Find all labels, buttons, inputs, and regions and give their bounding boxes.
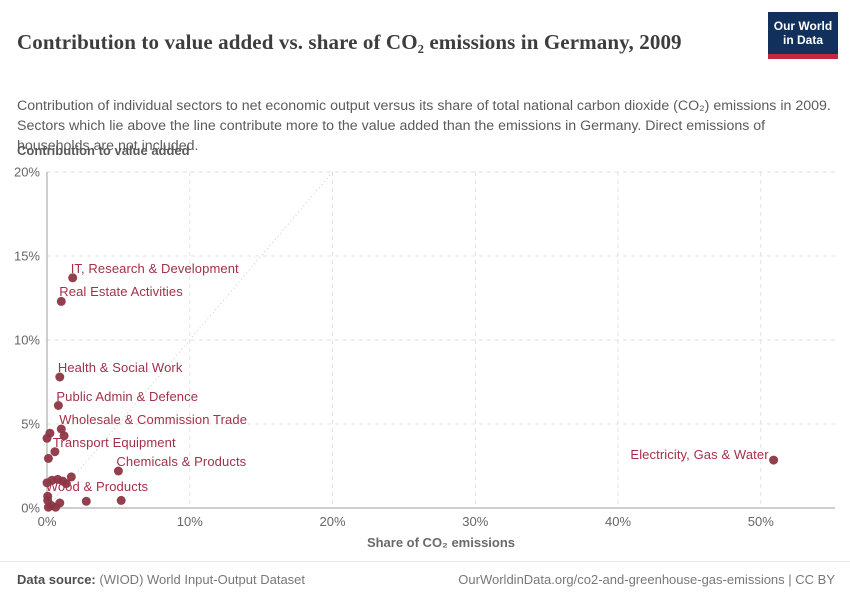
- data-point[interactable]: [43, 453, 53, 463]
- chart-subtitle: Contribution of individual sectors to ne…: [17, 98, 831, 155]
- x-tick-label: 40%: [604, 514, 632, 529]
- data-point-wholesale-commission-trade[interactable]: [56, 424, 66, 434]
- data-source-value: (WIOD) World Input-Output Dataset: [95, 572, 306, 587]
- data-point-health-social-work[interactable]: [55, 372, 65, 382]
- chart-footer: Data source: (WIOD) World Input-Output D…: [0, 561, 850, 600]
- chart-title: Contribution to value added vs. share of…: [17, 30, 682, 55]
- data-source-note: Data source: (WIOD) World Input-Output D…: [17, 572, 305, 587]
- point-label[interactable]: Transport Equipment: [52, 434, 176, 450]
- data-point[interactable]: [66, 472, 76, 482]
- data-point[interactable]: [42, 478, 52, 488]
- owid-logo-text-line2: in Data: [782, 33, 823, 47]
- x-axis-title: Share of CO₂ emissions: [366, 535, 516, 550]
- y-tick-label: 15%: [13, 248, 40, 264]
- x-tick-label: 30%: [462, 514, 489, 529]
- point-label[interactable]: Wholesale & Commission Trade: [59, 412, 248, 428]
- x-tick-label: 20%: [319, 514, 346, 529]
- data-point[interactable]: [42, 433, 52, 443]
- point-label[interactable]: Health & Social Work: [57, 359, 183, 375]
- owid-logo-text-line1: Our World: [773, 19, 833, 33]
- point-label[interactable]: Wood & Products: [45, 479, 149, 495]
- data-point[interactable]: [81, 496, 91, 506]
- point-label[interactable]: IT, Research & Development: [70, 260, 239, 276]
- x-tick-label: 50%: [747, 514, 774, 529]
- data-point[interactable]: [61, 479, 71, 489]
- point-label[interactable]: Electricity, Gas & Water: [630, 447, 769, 463]
- point-label[interactable]: Chemicals & Products: [116, 454, 247, 470]
- data-point-public-admin-defence[interactable]: [53, 401, 63, 410]
- data-point[interactable]: [59, 431, 69, 441]
- x-tick-label: 0%: [37, 514, 57, 529]
- data-point-chemicals-products[interactable]: [113, 466, 123, 476]
- attribution-link[interactable]: OurWorldinData.org/co2-and-greenhouse-ga…: [458, 572, 835, 587]
- data-point-real-estate-activities[interactable]: [56, 296, 66, 306]
- data-point[interactable]: [55, 498, 65, 508]
- owid-logo[interactable]: Our World in Data: [768, 12, 838, 54]
- point-label[interactable]: Real Estate Activities: [59, 284, 183, 300]
- x-tick-label: 10%: [176, 514, 203, 529]
- y-tick-label: 5%: [21, 416, 40, 432]
- y-tick-label: 0%: [21, 500, 40, 516]
- y-tick-label: 20%: [13, 164, 40, 180]
- y-axis-title: Contribution to value added: [17, 143, 190, 158]
- parity-line: [46, 171, 333, 509]
- data-point-transport-equipment[interactable]: [50, 447, 60, 457]
- owid-logo-accent-bar: [768, 54, 838, 59]
- data-source-label: Data source:: [17, 572, 96, 587]
- data-point[interactable]: [43, 502, 53, 512]
- data-point[interactable]: [116, 495, 126, 505]
- point-label[interactable]: Public Admin & Defence: [56, 388, 199, 404]
- y-tick-label: 10%: [13, 332, 40, 348]
- data-point-electricity-gas-water[interactable]: [769, 455, 779, 465]
- data-point-it-research-development[interactable]: [68, 273, 78, 283]
